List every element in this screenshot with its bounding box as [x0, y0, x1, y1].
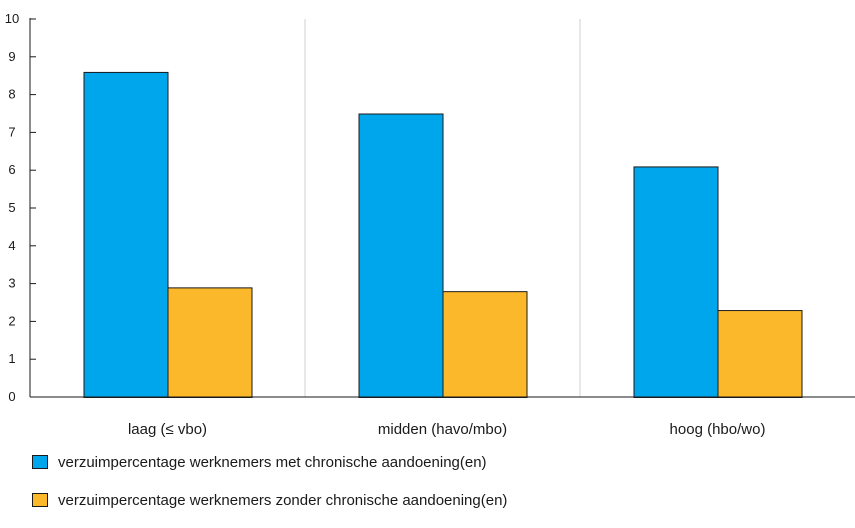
- y-tick-label: 7: [8, 124, 15, 139]
- y-tick-label: 2: [8, 313, 15, 328]
- y-tick-label: 5: [8, 200, 15, 215]
- bar-without-condition: [717, 310, 803, 398]
- bar-with-condition: [83, 71, 169, 398]
- legend-item-with-condition: verzuimpercentage werknemers met chronis…: [32, 452, 507, 472]
- x-category-label: laag (≤ vbo): [128, 421, 207, 438]
- bar-with-condition: [633, 166, 719, 398]
- legend-label-with-condition: verzuimpercentage werknemers met chronis…: [58, 453, 487, 471]
- y-tick-label: 0: [8, 389, 15, 404]
- legend-swatch-with-condition: [32, 455, 48, 469]
- y-tick-label: 8: [8, 87, 15, 102]
- grid-lines: [304, 19, 581, 397]
- legend: verzuimpercentage werknemers met chronis…: [32, 452, 507, 528]
- bar-without-condition: [442, 291, 528, 398]
- axes: [29, 18, 855, 398]
- labels: 0 1 2 3 4 5 6 7 8 9 10 laag (≤ vbo) midden (havo/mbo…: [5, 11, 766, 438]
- bar-chart: 0 1 2 3 4 5 6 7 8 9 10 laag (≤ vbo) midden (havo/mbo…: [5, 11, 855, 438]
- y-tick-label: 1: [8, 351, 15, 366]
- bar-with-condition: [358, 113, 444, 398]
- x-category-label: midden (havo/mbo): [378, 421, 507, 438]
- bar-without-condition: [167, 287, 253, 399]
- y-tick-label: 3: [8, 276, 15, 291]
- legend-swatch-without-condition: [32, 493, 48, 507]
- y-tick-label: 9: [8, 49, 15, 64]
- y-tick-label: 10: [5, 11, 19, 26]
- y-tick-label: 6: [8, 162, 15, 177]
- legend-label-without-condition: verzuimpercentage werknemers zonder chro…: [58, 491, 508, 509]
- x-category-label: hoog (hbo/wo): [670, 421, 766, 438]
- legend-item-without-condition: verzuimpercentage werknemers zonder chro…: [32, 490, 507, 510]
- y-tick-label: 4: [8, 238, 15, 253]
- bars: [83, 71, 803, 399]
